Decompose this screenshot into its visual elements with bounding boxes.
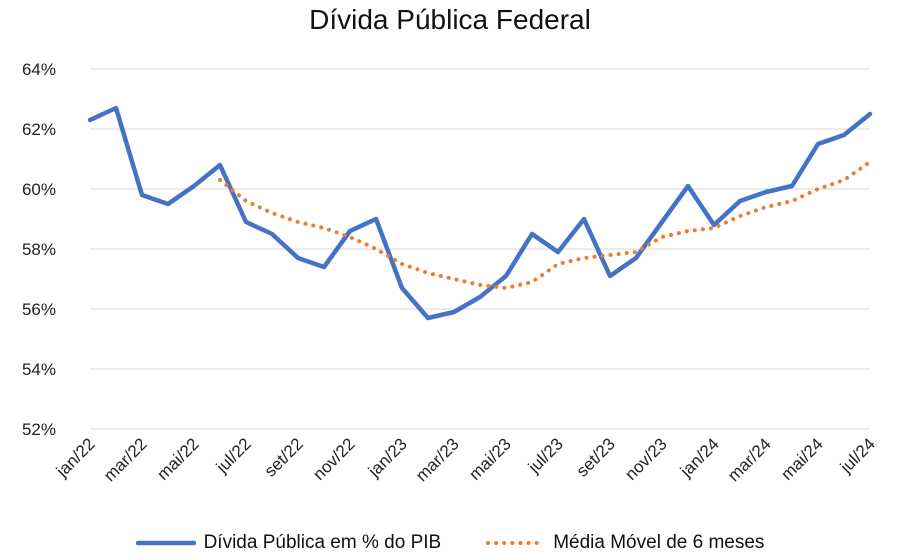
x-tick-label: jan/24 (676, 434, 723, 481)
legend-item-media-movel: Média Móvel de 6 meses (485, 532, 764, 554)
legend-swatch-divida (135, 540, 196, 546)
legend: Dívida Pública em % do PIB Média Móvel d… (0, 528, 900, 558)
x-tick-label: nov/22 (309, 434, 359, 484)
x-tick-label: jul/22 (212, 434, 255, 477)
x-tick-label: jan/23 (364, 434, 411, 481)
gridlines (90, 68, 870, 430)
y-tick-label: 52% (22, 420, 56, 439)
y-tick-label: 56% (22, 300, 56, 319)
x-tick-label: mai/22 (153, 434, 203, 484)
series-lines (87, 105, 873, 321)
x-tick-label: mai/23 (465, 434, 515, 484)
legend-swatch-media-movel (486, 541, 546, 545)
x-tick-label: nov/23 (621, 434, 671, 484)
legend-item-divida: Dívida Pública em % do PIB (135, 532, 442, 554)
x-tick-label: jan/22 (52, 434, 99, 481)
x-axis-tick-labels: jan/22 mar/22 mai/22 jul/22 set/22 nov/22 jan/… (52, 434, 879, 485)
x-tick-label: jul/23 (524, 434, 567, 477)
legend-label-divida: Dívida Pública em % do PIB (203, 532, 442, 553)
y-axis-tick-labels: 52% 54% 56% 58% 60% 62% 64% (22, 60, 56, 439)
line-chart-plot: 52% 54% 56% 58% 60% 62% 64% jan/22 mar/22 mai/22… (22, 60, 879, 485)
chart-title: Dívida Pública Federal (309, 4, 591, 35)
x-tick-label: set/22 (261, 434, 307, 480)
x-tick-label: mar/23 (412, 434, 463, 485)
y-tick-label: 64% (22, 60, 56, 79)
y-tick-label: 58% (22, 240, 56, 259)
x-tick-label: mar/24 (724, 434, 775, 485)
y-tick-label: 62% (22, 120, 56, 139)
y-tick-label: 54% (22, 360, 56, 379)
x-tick-label: set/23 (573, 434, 619, 480)
y-tick-label: 60% (22, 180, 56, 199)
x-tick-label: mai/24 (777, 434, 827, 484)
series-line-divida (87, 105, 873, 321)
legend-label-media-movel: Média Móvel de 6 meses (553, 532, 765, 553)
x-tick-label: jul/24 (836, 434, 879, 477)
series-line-media-movel (218, 160, 872, 290)
x-tick-label: mar/22 (100, 434, 151, 485)
